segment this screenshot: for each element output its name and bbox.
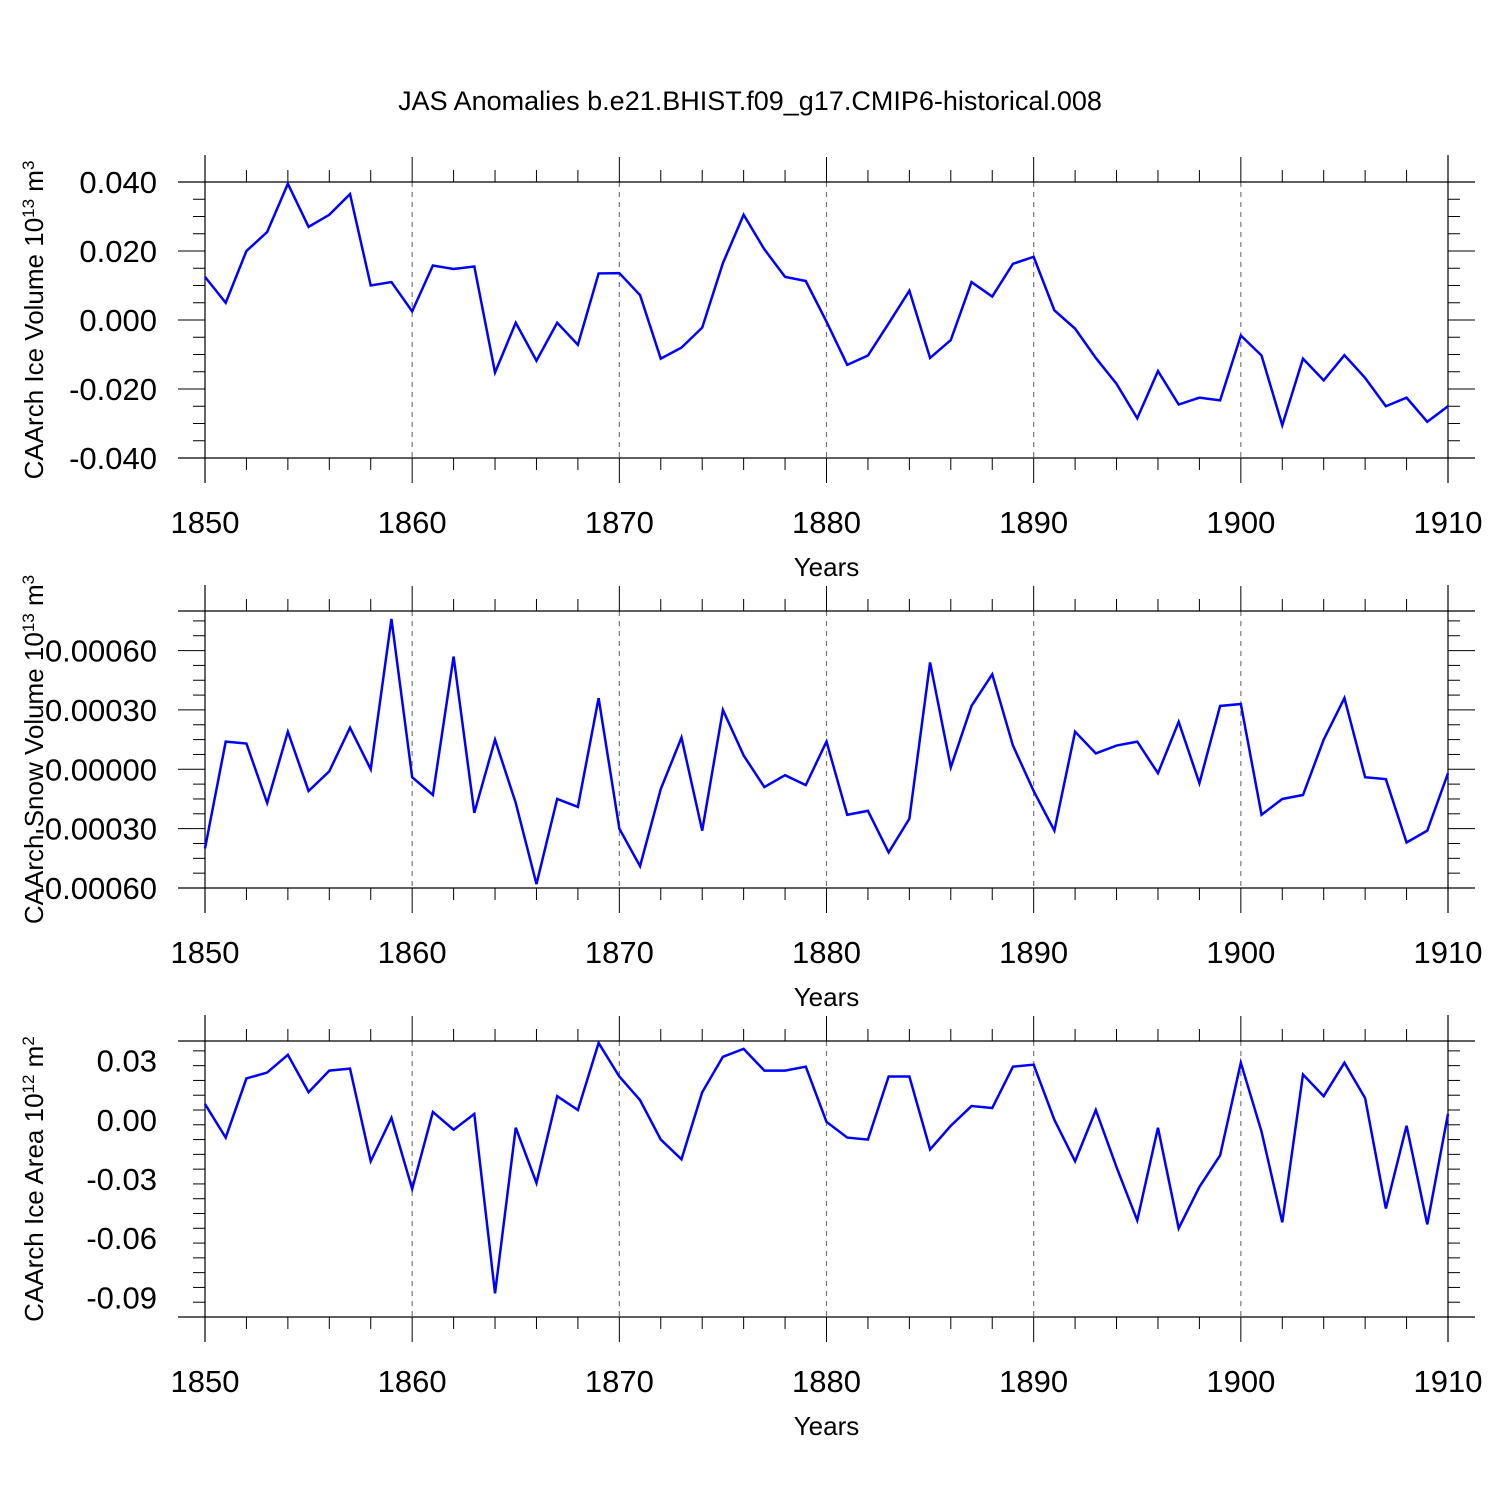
- ytick-label: 0.020: [79, 234, 157, 269]
- series-line-snow-volume: [203, 618, 1450, 885]
- xtick-label: 1910: [1414, 505, 1483, 540]
- ytick-label: 0.000: [79, 303, 157, 338]
- ytick-label: -0.09: [86, 1280, 157, 1315]
- panel-snow-volume: 1850 1860 1870 1880 1890 1900 1910 Years -0.0006…: [19, 575, 1483, 1012]
- xtick-label: 1870: [585, 1364, 654, 1399]
- panels: 1850 1860 1870 1880 1890 1900 1910 Years -0.040 -…: [19, 155, 1483, 1441]
- xtick-label: 1890: [999, 935, 1068, 970]
- xtick-label: 1900: [1206, 1364, 1275, 1399]
- series-line-ice-area: [203, 1039, 1450, 1294]
- ytick-label: 0.00030: [45, 693, 157, 728]
- x-axis-label: Years: [794, 552, 860, 582]
- ytick-label: -0.06: [86, 1221, 157, 1256]
- xtick-label: 1850: [171, 505, 240, 540]
- panel-ice-area: 1850 1860 1870 1880 1890 1900 1910 Years -0.09 -0…: [19, 1015, 1483, 1441]
- ytick-label: -0.03: [86, 1162, 157, 1197]
- y-axis-label: CAArch Ice Volume 1013 m3: [19, 161, 50, 480]
- ytick-label: -0.00030: [35, 812, 157, 847]
- ytick-label: 0.040: [79, 165, 157, 200]
- xtick-label: 1850: [171, 935, 240, 970]
- xtick-label: 1880: [792, 1364, 861, 1399]
- ytick-label: 0.00: [97, 1103, 157, 1138]
- ytick-label: 0.00060: [45, 634, 157, 669]
- xtick-label: 1890: [999, 505, 1068, 540]
- xtick-label: 1880: [792, 505, 861, 540]
- ytick-label: -0.00060: [35, 871, 157, 906]
- series-line-ice-volume: [204, 180, 1449, 430]
- x-axis-label: Years: [794, 982, 860, 1012]
- chart-title: JAS Anomalies b.e21.BHIST.f09_g17.CMIP6-…: [398, 86, 1102, 116]
- x-axis-label: Years: [794, 1411, 860, 1441]
- xtick-label: 1850: [171, 1364, 240, 1399]
- xtick-label: 1860: [378, 505, 447, 540]
- ytick-label: -0.020: [69, 372, 157, 407]
- ytick-label: -0.040: [69, 441, 157, 476]
- ytick-label: 0.03: [97, 1044, 157, 1079]
- xtick-label: 1910: [1414, 1364, 1483, 1399]
- xtick-label: 1860: [378, 1364, 447, 1399]
- xtick-label: 1870: [585, 935, 654, 970]
- xtick-label: 1910: [1414, 935, 1483, 970]
- y-axis-label: CAArch Snow Volume 1013 m3: [19, 575, 50, 924]
- xtick-label: 1860: [378, 935, 447, 970]
- ytick-label: 0.00000: [45, 752, 157, 787]
- xtick-label: 1880: [792, 935, 861, 970]
- xtick-label: 1900: [1206, 935, 1275, 970]
- xtick-label: 1900: [1206, 505, 1275, 540]
- panel-ice-volume: 1850 1860 1870 1880 1890 1900 1910 Years -0.040 -…: [19, 155, 1483, 582]
- xtick-label: 1890: [999, 1364, 1068, 1399]
- xtick-label: 1870: [585, 505, 654, 540]
- y-axis-label: CAArch Ice Area 1012 m2: [19, 1036, 50, 1322]
